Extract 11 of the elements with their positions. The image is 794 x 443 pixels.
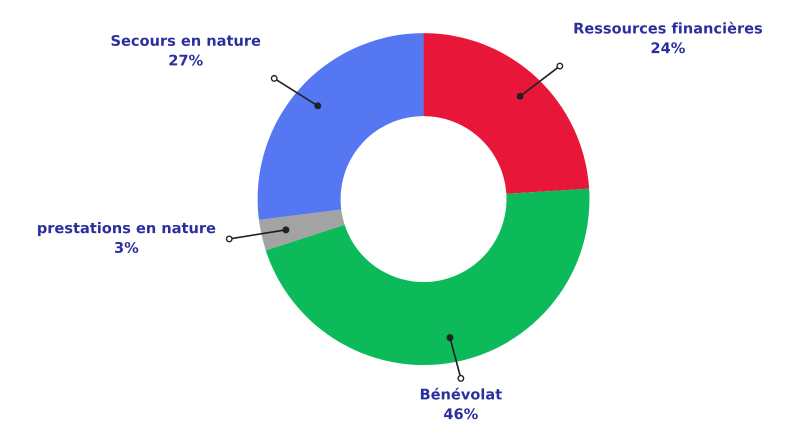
slice-label: Bénévolat: [420, 388, 502, 400]
slice-label: Ressources financières: [574, 22, 762, 34]
data-label: 46%: [444, 408, 478, 420]
data-label: 24%: [652, 42, 685, 54]
donut-slice: [258, 210, 345, 250]
donut-slice: [424, 33, 590, 194]
slice-label: Secours en nature: [112, 34, 260, 46]
slice-label: prestations en nature: [38, 222, 216, 236]
donut-slice: [266, 188, 590, 366]
data-label: 27%: [169, 54, 203, 66]
data-label: 3%: [114, 242, 138, 253]
